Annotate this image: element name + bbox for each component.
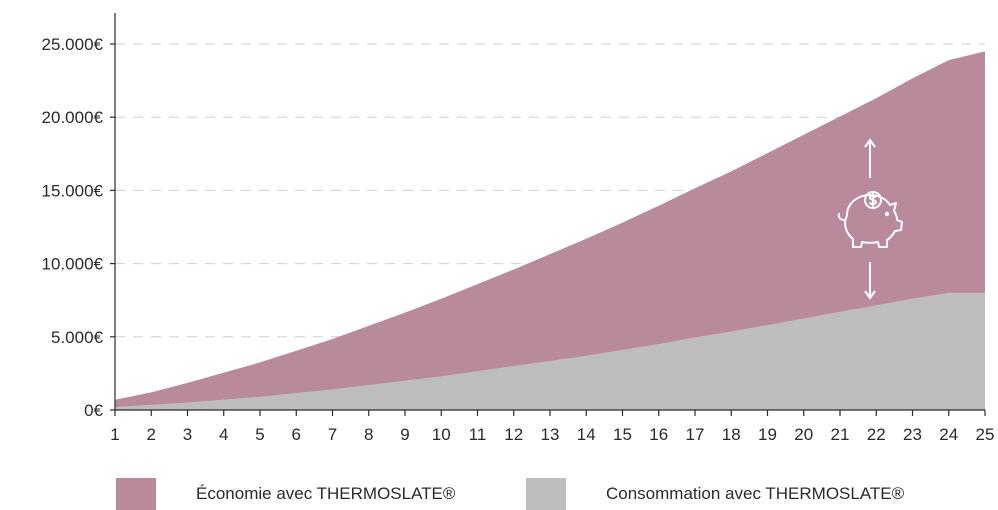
y-tick-label-4: 20.000€: [42, 108, 104, 127]
legend-label-consommation: Consommation avec THERMOSLATE®: [606, 484, 905, 503]
area-series: [115, 51, 985, 410]
x-tick-label-11: 12: [504, 425, 523, 444]
x-tick-label-5: 6: [292, 425, 301, 444]
y-axis-ticks: 0€ 5.000€ 10.000€ 15.000€ 20.000€ 25.000€: [42, 35, 115, 420]
x-tick-label-24: 25: [976, 425, 995, 444]
x-tick-label-3: 4: [219, 425, 228, 444]
x-tick-label-12: 13: [541, 425, 560, 444]
y-tick-label-2: 10.000€: [42, 255, 104, 274]
y-tick-label-3: 15.000€: [42, 181, 104, 200]
x-tick-label-17: 18: [722, 425, 741, 444]
x-tick-label-10: 11: [469, 425, 487, 444]
legend-swatch-economie: [116, 478, 156, 510]
legend-label-economie: Économie avec THERMOSLATE®: [196, 484, 456, 503]
legend-item-consommation: Consommation avec THERMOSLATE®: [526, 478, 904, 510]
x-tick-label-23: 24: [939, 425, 958, 444]
x-tick-label-20: 21: [831, 425, 850, 444]
piggy-bank-icon: [837, 191, 903, 248]
x-tick-label-2: 3: [183, 425, 192, 444]
x-tick-label-8: 9: [400, 425, 409, 444]
x-tick-label-21: 22: [867, 425, 886, 444]
series-area-1: [115, 51, 985, 408]
arrow-down-icon: [864, 262, 876, 300]
savings-annotation: [837, 138, 903, 300]
x-tick-label-0: 1: [110, 425, 119, 444]
x-tick-label-6: 7: [328, 425, 337, 444]
x-tick-label-16: 17: [686, 425, 705, 444]
x-tick-label-15: 16: [649, 425, 668, 444]
y-tick-label-1: 5.000€: [51, 328, 104, 347]
x-tick-label-4: 5: [255, 425, 264, 444]
x-axis-ticks: 1 2 3 4 5 6 7 8 9 10 11 12 13 14 15 16 17 18 19 20 21 22 23 24 2…: [110, 410, 994, 444]
x-tick-label-14: 15: [613, 425, 632, 444]
series-area-0: [115, 292, 985, 410]
x-tick-label-1: 2: [147, 425, 156, 444]
x-tick-label-9: 10: [432, 425, 451, 444]
x-tick-label-19: 20: [794, 425, 813, 444]
x-tick-label-22: 23: [903, 425, 922, 444]
y-tick-label-0: 0€: [84, 401, 103, 420]
legend-swatch-consommation: [526, 478, 566, 510]
x-tick-label-7: 8: [364, 425, 373, 444]
y-tick-label-5: 25.000€: [42, 35, 104, 54]
x-tick-label-18: 19: [758, 425, 777, 444]
arrow-up-icon: [864, 138, 876, 178]
legend-item-economie: Économie avec THERMOSLATE®: [116, 478, 455, 510]
x-tick-label-13: 14: [577, 425, 596, 444]
